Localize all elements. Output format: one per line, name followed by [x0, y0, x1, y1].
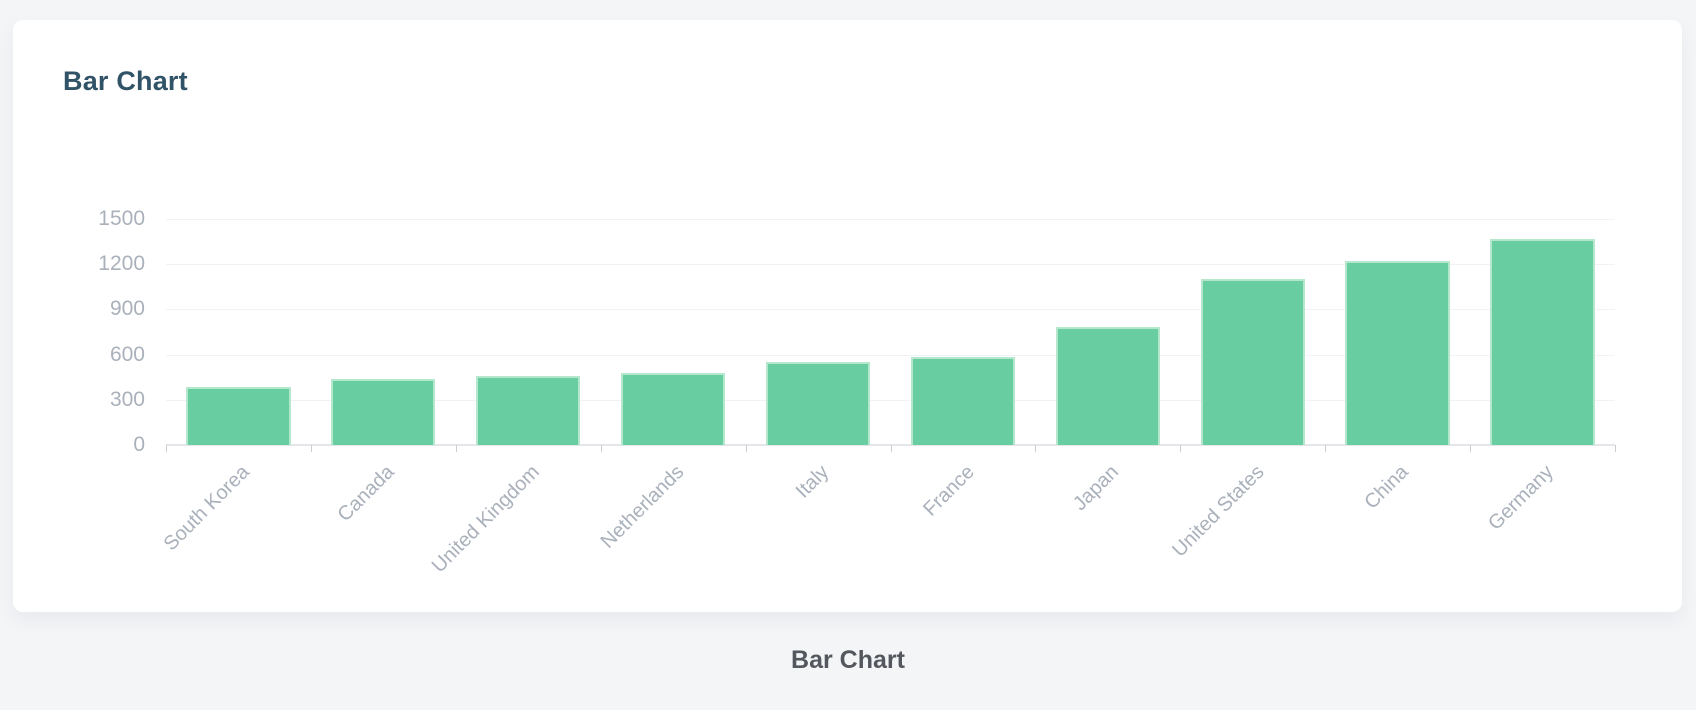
y-axis-tick-label: 1500: [98, 207, 145, 230]
x-axis-label: Japan: [1069, 461, 1124, 516]
plot-area: South Korea Canada United Kingdom Netherlan…: [160, 219, 1616, 577]
x-axis-label: United Kingdom: [427, 461, 544, 578]
x-axis-tick: [166, 445, 167, 452]
bar-japan: [1055, 327, 1160, 445]
x-axis-tick: [1035, 445, 1037, 452]
x-axis-tick: [745, 445, 747, 452]
x-axis-label: Netherlands: [596, 461, 689, 553]
bar-italy: [765, 362, 871, 445]
bar-united-states: [1200, 279, 1305, 445]
bar-canada: [331, 379, 436, 445]
x-axis-tick: [310, 445, 312, 452]
bar-china: [1345, 261, 1450, 445]
x-axis-tick: [1615, 445, 1616, 452]
x-axis-label: Germany: [1484, 461, 1559, 535]
gridline: [166, 309, 1615, 311]
y-axis-tick-label: 0: [133, 433, 145, 456]
figure-caption: Bar Chart: [791, 646, 905, 674]
bar-germany: [1490, 239, 1595, 445]
y-axis: 0 300 600 900 1200 1500: [13, 207, 145, 456]
gridline: [166, 264, 1615, 266]
x-axis-label: South Korea: [159, 461, 254, 556]
y-axis-tick-label: 300: [109, 387, 145, 411]
gridline: [166, 399, 1615, 401]
x-axis-label: China: [1360, 461, 1414, 514]
y-axis-tick-label: 1200: [98, 252, 145, 276]
x-axis-tick: [1325, 445, 1327, 452]
gridline: [166, 219, 1615, 220]
bar-france: [910, 356, 1016, 445]
x-axis-tick: [600, 445, 602, 452]
x-axis-tick: [455, 445, 457, 452]
x-axis-label: Italy: [792, 461, 834, 503]
chart-title: Bar Chart: [63, 66, 188, 96]
x-axis-tick: [1180, 445, 1182, 452]
chart-card: Bar Chart 0 300 600 900 1200 1500 South Korea…: [13, 20, 1682, 612]
bar-netherlands: [620, 373, 726, 445]
x-axis-tick: [890, 445, 892, 452]
y-axis-tick-label: 900: [109, 297, 145, 321]
x-axis-label: France: [918, 461, 979, 521]
bar-united-kingdom: [476, 376, 581, 445]
x-axis-label: Canada: [333, 461, 399, 527]
x-axis-tick: [1470, 445, 1472, 452]
bar-south-korea: [186, 387, 291, 445]
gridline: [166, 354, 1615, 356]
x-axis-label: United States: [1167, 461, 1269, 562]
y-axis-tick-label: 600: [109, 342, 145, 366]
